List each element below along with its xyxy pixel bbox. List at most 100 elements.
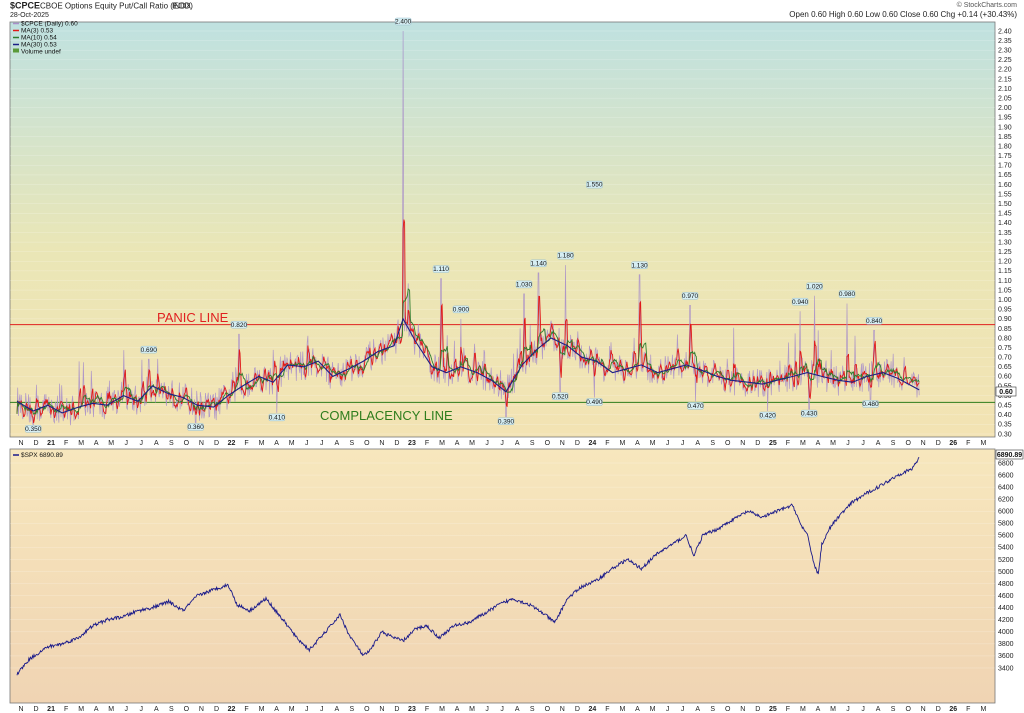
annotation-label: 0.470: [687, 403, 704, 410]
cpce-y-tick: 2.10: [998, 86, 1012, 93]
x-axis-bottom-tick: M: [650, 706, 656, 713]
x-axis-bottom-tick: J: [666, 706, 670, 713]
x-axis-top-tick: F: [786, 440, 790, 447]
cpce-y-tick: 2.15: [998, 76, 1012, 83]
x-axis-top-tick: J: [485, 440, 489, 447]
annotation-label: 0.970: [682, 293, 699, 300]
spx-y-tick: 4200: [998, 617, 1014, 624]
x-axis-top-tick: S: [710, 440, 715, 447]
x-axis-top-tick: J: [140, 440, 144, 447]
x-axis-bottom-tick: S: [349, 706, 354, 713]
x-axis-bottom-tick: M: [620, 706, 626, 713]
x-axis-bottom-tick: D: [394, 706, 399, 713]
x-axis-top-tick: S: [530, 440, 535, 447]
annotation-label: 0.480: [862, 401, 879, 408]
annotation-box: [759, 411, 776, 420]
x-axis-top-tick: M: [800, 440, 806, 447]
annotation-label: 0.430: [801, 411, 818, 418]
x-axis-top-tick: A: [455, 440, 460, 447]
cpce-y-tick: 2.00: [998, 105, 1012, 112]
spx-y-tick: 6400: [998, 484, 1014, 491]
cpce-y-tick: 1.05: [998, 287, 1012, 294]
x-axis-bottom-tick: A: [154, 706, 159, 713]
x-axis-top-tick: A: [94, 440, 99, 447]
x-axis-bottom-tick: J: [861, 706, 865, 713]
x-axis-bottom-tick: M: [439, 706, 445, 713]
cpce-price-box: [995, 386, 1017, 397]
legend-ma3: MA(3) 0.53: [21, 28, 54, 35]
ma10-line: [16, 288, 920, 415]
annotation-label: 1.550: [586, 182, 603, 189]
x-axis-bottom-tick: 25: [769, 706, 777, 713]
x-axis-bottom-tick: F: [64, 706, 68, 713]
annotation-box: [268, 413, 286, 422]
annotation-box: [551, 392, 569, 400]
cpce-y-tick: 1.90: [998, 124, 1012, 131]
x-axis-top-tick: M: [289, 440, 295, 447]
x-axis-bottom-tick: F: [605, 706, 609, 713]
spx-y-tick: 3600: [998, 653, 1014, 660]
x-axis-top-tick: J: [666, 440, 670, 447]
annotation-label: 2.400: [395, 19, 412, 26]
x-axis-top-tick: 26: [949, 440, 957, 447]
x-axis-bottom-tick: F: [786, 706, 790, 713]
stockcharts-credit: © StockCharts.com: [957, 1, 1018, 9]
cpce-grid: 2.40 2.35 2.30 2.25 2.20 2.15 2.10 2.05 2.00 1.95…: [10, 28, 1012, 438]
annotation-box: [530, 259, 547, 267]
x-axis-bottom-tick: J: [305, 706, 309, 713]
x-axis-top-tick: 23: [408, 440, 416, 447]
annotation-box: [140, 345, 157, 354]
annotation-label: 0.900: [453, 306, 470, 313]
x-axis-top-tick: M: [620, 440, 626, 447]
x-axis-bottom-tick: S: [530, 706, 535, 713]
x-axis-top-tick: F: [425, 440, 429, 447]
chart-description: CBOE Options Equity Put/Call Ratio (EOD): [40, 2, 193, 11]
x-axis-bottom-tick: F: [966, 706, 970, 713]
x-axis-top-tick: D: [755, 440, 760, 447]
cpce-y-tick: 2.35: [998, 38, 1012, 45]
annotation-label: 1.180: [557, 253, 574, 260]
cpce-y-tick: 0.50: [998, 393, 1012, 400]
x-axis-bottom-tick: M: [800, 706, 806, 713]
x-axis-top-tick: D: [936, 440, 941, 447]
legend-volume: Volume undef: [21, 49, 61, 56]
x-axis-top-tick: N: [199, 440, 204, 447]
x-axis-top-tick: S: [891, 440, 896, 447]
spx-y-tick: 5600: [998, 533, 1014, 540]
x-axis-bottom-tick: D: [755, 706, 760, 713]
annotation-label: 1.130: [631, 262, 648, 269]
x-axis-bottom-tick: O: [725, 706, 731, 713]
spx-y-tick: 5800: [998, 521, 1014, 528]
x-axis-top-tick: O: [545, 440, 551, 447]
annotation-label: 0.690: [141, 347, 158, 354]
x-axis-bottom-tick: J: [500, 706, 504, 713]
cpce-y-tick: 1.30: [998, 239, 1012, 246]
annotation-box: [452, 305, 470, 314]
x-axis-top-tick: M: [439, 440, 445, 447]
annotation-label: 0.520: [552, 393, 569, 400]
x-axis-top-tick: O: [184, 440, 190, 447]
x-axis-bottom-tick: J: [681, 706, 685, 713]
x-axis-top-tick: 22: [228, 440, 236, 447]
spx-y-tick: 4600: [998, 593, 1014, 600]
x-axis-top-tick: J: [846, 440, 850, 447]
x-axis-bottom-tick: A: [635, 706, 640, 713]
cpce-y-tick: 1.35: [998, 230, 1012, 237]
x-axis-bottom-tick: M: [259, 706, 265, 713]
x-axis-bottom-tick: J: [485, 706, 489, 713]
x-axis-bottom-tick: A: [455, 706, 460, 713]
cpce-y-tick: 1.70: [998, 163, 1012, 170]
cpce-y-tick: 0.65: [998, 364, 1012, 371]
cpce-y-tick: 0.80: [998, 335, 1012, 342]
x-axis-top-tick: N: [560, 440, 565, 447]
cpce-y-tick: 0.70: [998, 355, 1012, 362]
annotation-label: 1.140: [530, 260, 547, 267]
cpce-y-tick: 1.95: [998, 115, 1012, 122]
x-axis-bottom-tick: 21: [47, 706, 55, 713]
x-axis-bottom-tick: S: [169, 706, 174, 713]
x-axis-bottom-tick: A: [274, 706, 279, 713]
legend: $CPCE (Daily) 0.60 MA(3) 0.53 MA(10) 0.5…: [13, 21, 78, 56]
cpce-price-value: 0.60: [999, 389, 1013, 396]
x-axis-bottom-tick: S: [891, 706, 896, 713]
x-axis-bottom-tick: F: [244, 706, 248, 713]
